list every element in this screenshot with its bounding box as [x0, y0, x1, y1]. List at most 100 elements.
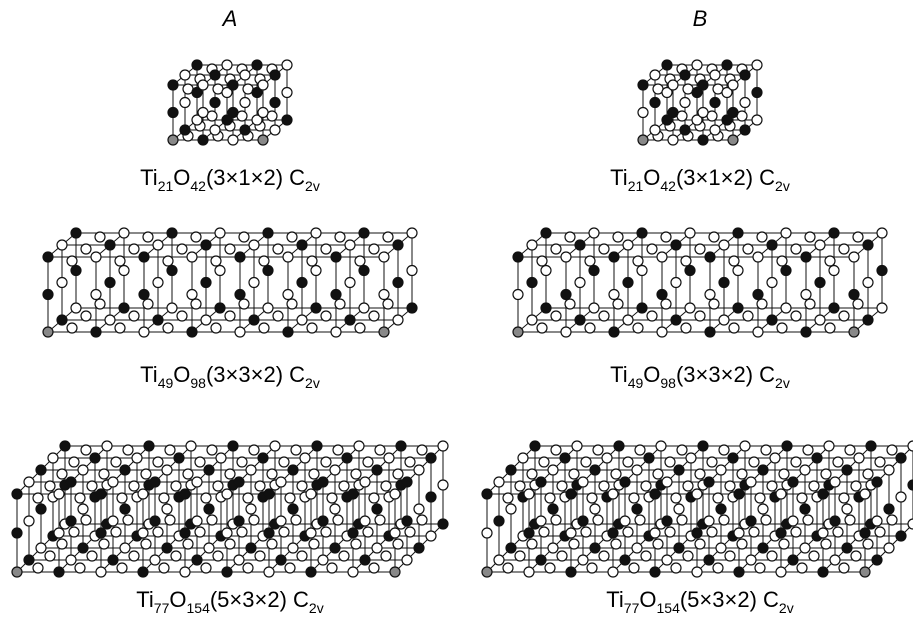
atom — [285, 493, 295, 503]
atom — [165, 515, 175, 525]
atom — [527, 315, 537, 325]
atom — [235, 327, 245, 337]
atom — [263, 266, 273, 276]
atom — [728, 80, 738, 90]
atom — [67, 256, 77, 266]
atom — [163, 256, 173, 266]
atom — [162, 504, 172, 514]
atom — [849, 252, 859, 262]
atom — [884, 504, 894, 514]
atom — [393, 278, 403, 288]
atom — [163, 323, 173, 333]
atom — [407, 303, 417, 313]
atom — [713, 563, 723, 573]
atom — [692, 528, 702, 538]
atom — [354, 441, 364, 451]
atom — [632, 504, 642, 514]
atom — [96, 489, 106, 499]
atom — [761, 445, 771, 455]
atom — [355, 256, 365, 266]
atom — [108, 555, 118, 565]
atom — [180, 567, 190, 577]
atom — [129, 244, 139, 254]
atom — [803, 515, 813, 525]
atom — [333, 445, 343, 455]
atom — [153, 457, 163, 467]
atom — [661, 232, 671, 242]
atom — [565, 232, 575, 242]
atom — [829, 228, 839, 238]
atom — [309, 469, 319, 479]
caption-subscript: 2v — [309, 600, 324, 616]
atom — [767, 315, 777, 325]
atom — [168, 80, 178, 90]
atom — [608, 489, 618, 499]
atom — [728, 135, 738, 145]
atom — [180, 70, 190, 80]
atom — [171, 551, 181, 561]
atom — [830, 516, 840, 526]
atom — [234, 516, 244, 526]
atom — [791, 457, 801, 467]
atom — [129, 311, 139, 321]
atom — [309, 539, 319, 549]
atom — [195, 457, 205, 467]
atom — [599, 311, 609, 321]
atom — [123, 515, 133, 525]
atom — [307, 323, 317, 333]
atom — [191, 232, 201, 242]
atom — [777, 256, 787, 266]
caption-subscript: 42 — [660, 178, 676, 194]
atom — [81, 445, 91, 455]
atom — [167, 303, 177, 313]
atom — [36, 465, 46, 475]
atom — [719, 515, 729, 525]
atom — [635, 515, 645, 525]
atom — [228, 135, 238, 145]
atom — [590, 504, 600, 514]
atom — [71, 228, 81, 238]
atom — [132, 453, 142, 463]
atom — [578, 516, 588, 526]
atom — [815, 240, 825, 250]
atom — [87, 481, 97, 491]
atom — [288, 543, 298, 553]
caption-subscript: 21 — [628, 178, 644, 194]
atom — [207, 445, 217, 455]
atom — [369, 493, 379, 503]
atom — [105, 278, 115, 288]
atom — [896, 492, 906, 502]
atom — [609, 327, 619, 337]
atom — [159, 563, 169, 573]
atom — [153, 278, 163, 288]
atom — [283, 290, 293, 300]
atom — [393, 315, 403, 325]
atom — [633, 323, 643, 333]
atom — [638, 80, 648, 90]
atom — [327, 563, 337, 573]
caption-subscript: 2v — [305, 375, 320, 391]
caption-text: O — [643, 165, 660, 190]
atom — [662, 477, 672, 487]
atom — [578, 477, 588, 487]
atom — [393, 469, 403, 479]
atom — [300, 453, 310, 463]
atom — [180, 528, 190, 538]
caption: Ti49O98(3×3×2) C2v — [610, 362, 790, 391]
atom — [66, 516, 76, 526]
atom — [887, 445, 897, 455]
atom — [581, 457, 591, 467]
atom — [150, 555, 160, 565]
atom — [318, 477, 328, 487]
atom — [685, 266, 695, 276]
atom — [698, 80, 708, 90]
atom — [360, 555, 370, 565]
atom — [287, 299, 297, 309]
atom — [812, 453, 822, 463]
atom — [752, 88, 762, 98]
atom — [393, 240, 403, 250]
atom — [705, 252, 715, 262]
atom — [572, 441, 582, 451]
atom — [144, 441, 154, 451]
atom — [270, 125, 280, 135]
